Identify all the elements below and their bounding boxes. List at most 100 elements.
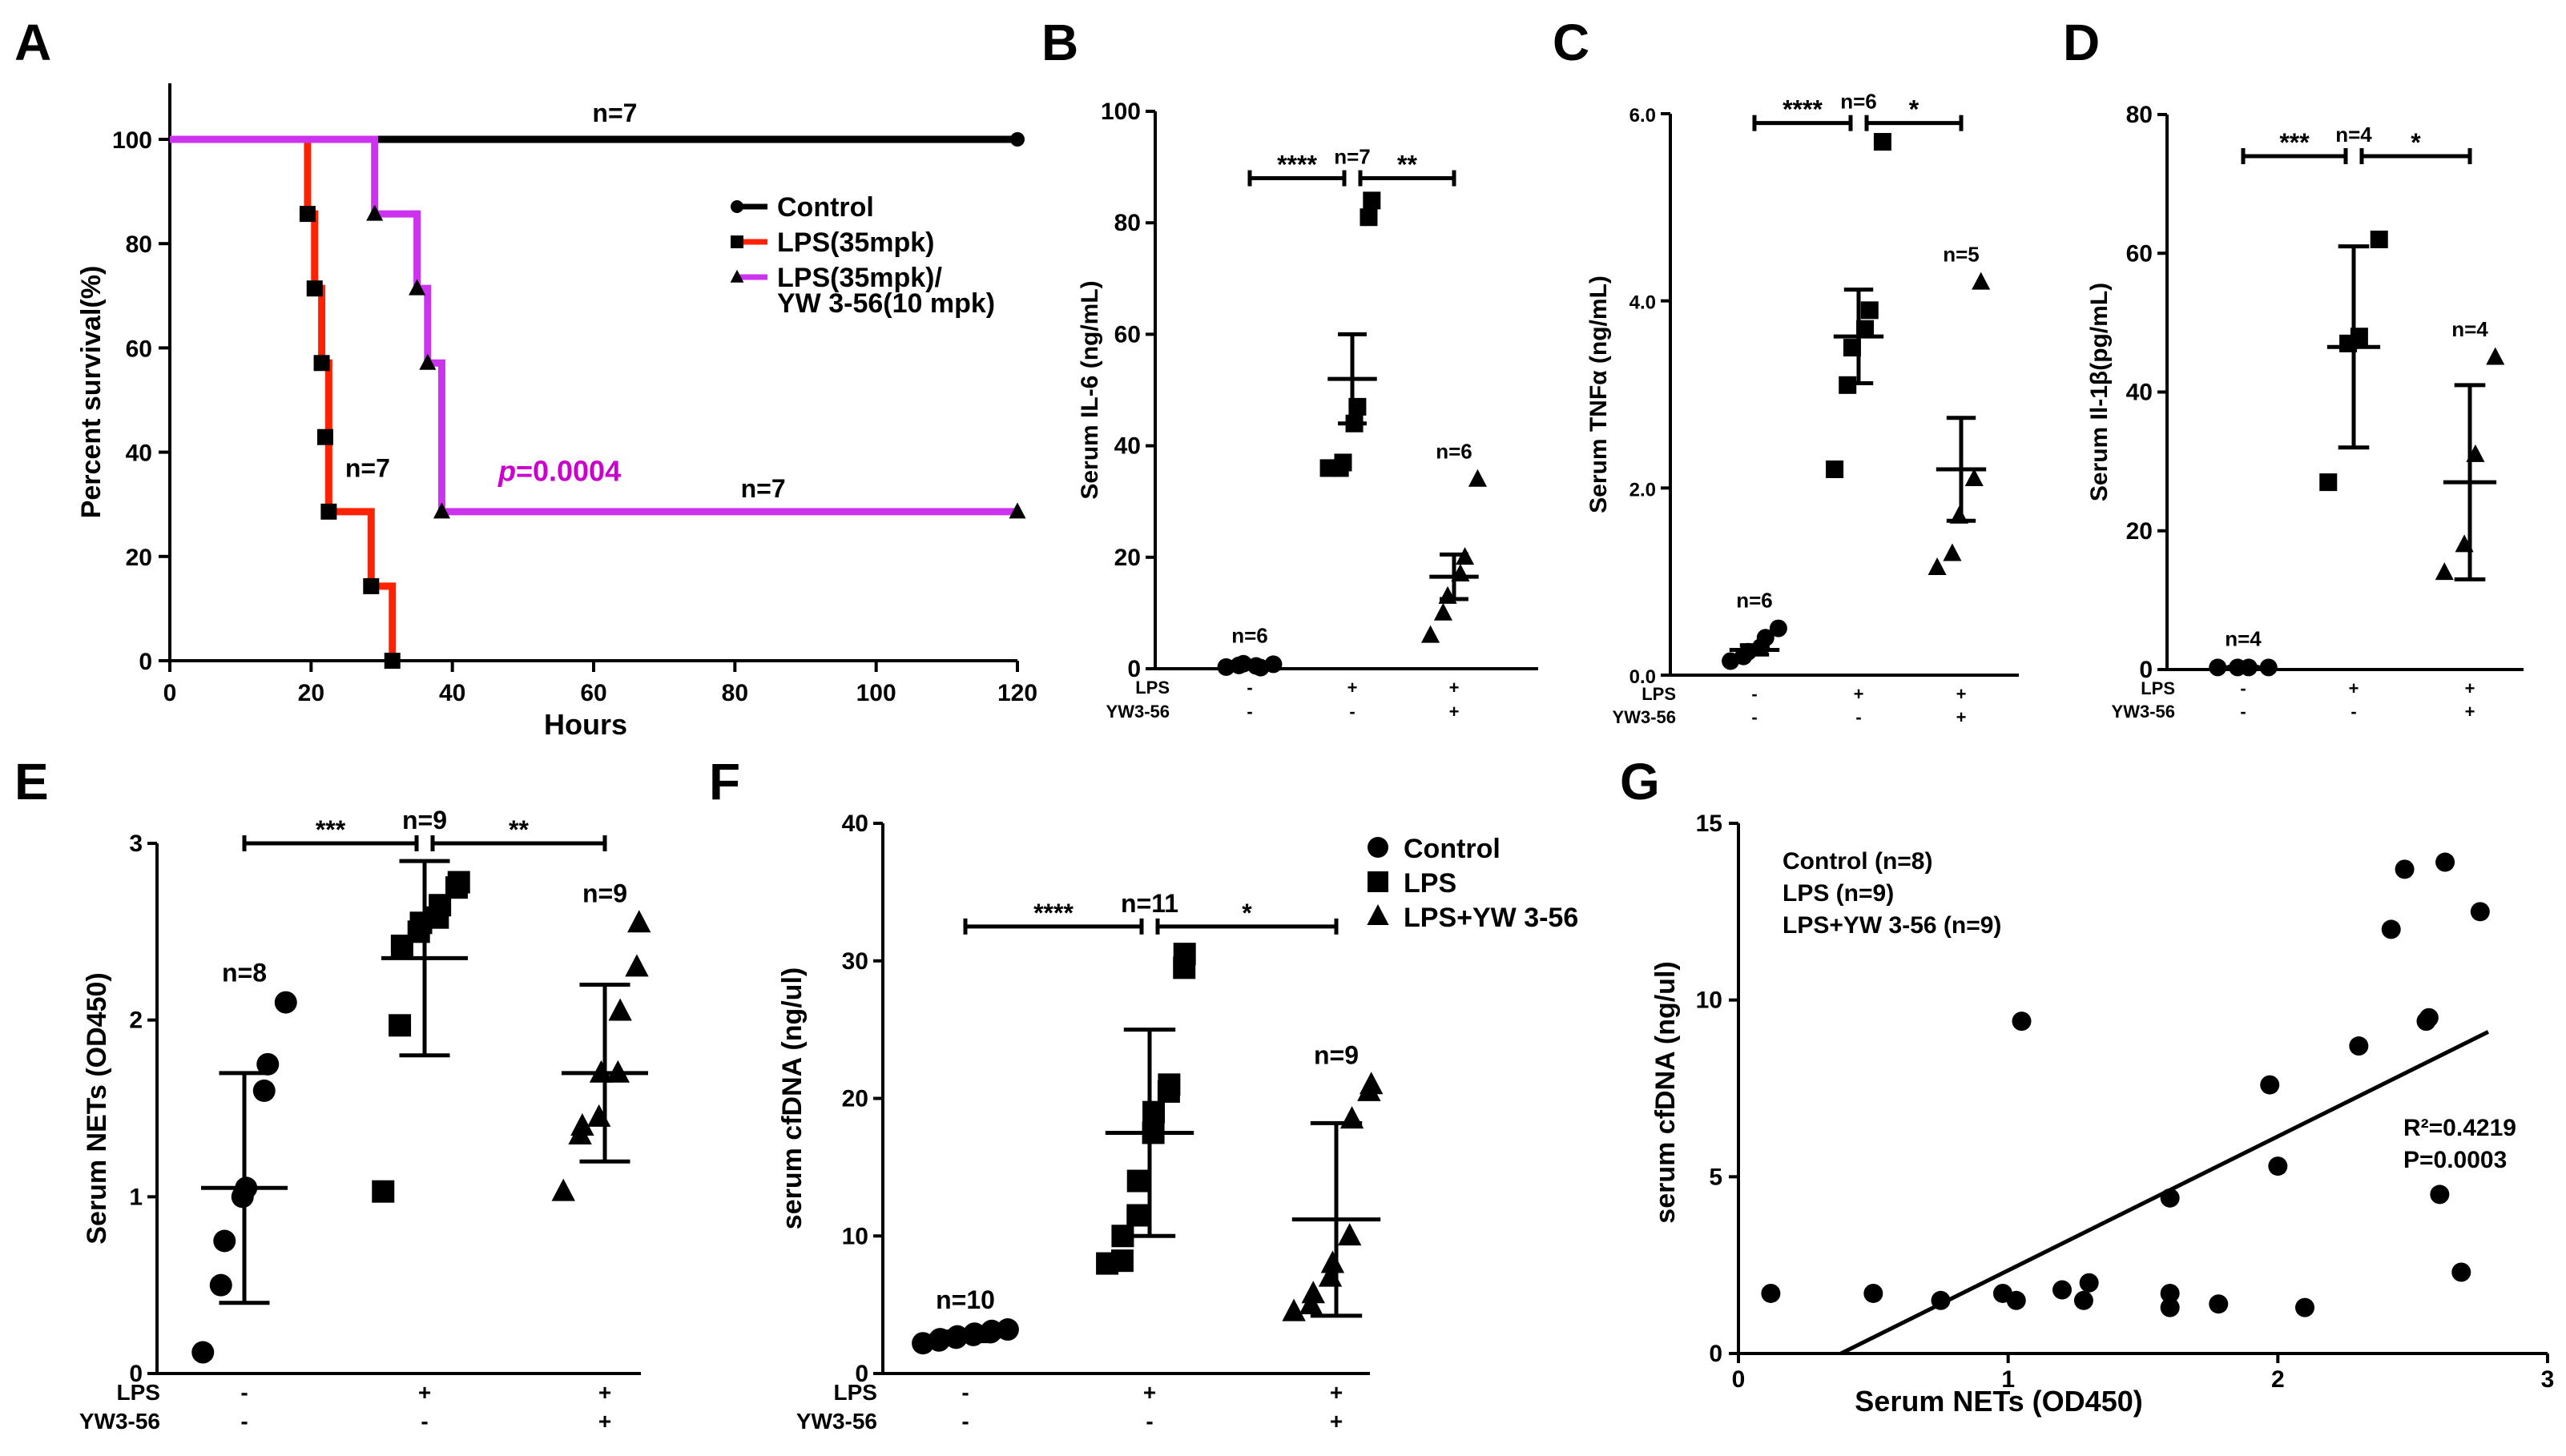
data-point [1421,625,1440,643]
row-label-yw: YW3-56 [1106,702,1170,722]
data-point [1761,1283,1781,1303]
data-point [2260,1075,2280,1095]
data-point [252,1079,276,1102]
y-tick-label: 0 [1127,656,1141,682]
row-sign-yw: + [1956,707,1967,727]
p-value: P=0.0003 [2403,1147,2507,1173]
row-sign-lps: - [961,1380,969,1405]
panel-label-c: C [1553,14,1589,71]
y-tick-label: 2 [129,1008,143,1034]
data-point [586,1104,611,1127]
legend-line: LPS (n=9) [1783,880,1894,907]
y-tick-label: 0.0 [1629,666,1656,688]
row-sign-yw: - [1146,1409,1153,1434]
data-point [2268,1156,2288,1176]
data-point [2160,1283,2180,1303]
row-label-lps: LPS [2141,678,2175,698]
row-sign-lps: + [1956,684,1967,704]
legend-marker [1367,904,1389,926]
data-point [191,1341,215,1364]
sig-stars: **** [1277,151,1317,179]
survival-point [1009,502,1026,519]
n-label: n=6 [1436,439,1472,463]
sig-stars: ** [1397,151,1417,179]
data-point [1339,1106,1364,1129]
y-tick-label: 40 [1114,433,1141,460]
data-point [1943,543,1962,561]
survival-point [366,204,384,221]
y-axis-title: Serum IL-6 (ng/mL) [1077,280,1103,499]
y-tick-label: 80 [1114,210,1141,236]
series-line-lps [170,135,397,661]
row-label-yw: YW3-56 [796,1409,877,1434]
legend-marker [1368,837,1388,858]
n-label: n=4 [2451,317,2488,341]
survival-point [384,653,401,669]
data-point [256,1052,280,1076]
n-label: n=6 [1231,624,1268,648]
survival-point [306,280,323,297]
panel-label-d: D [2063,14,2100,71]
panel-b: B 0 20 40 60 80 100 Serum IL-6 (ng/mL) LPS YW3-56… [1041,14,1538,722]
row-sign-lps: - [2240,678,2246,698]
sig-stars: * [2411,128,2421,157]
data-point [2349,1036,2369,1056]
data-point [2160,1297,2180,1317]
sig-stars: **** [1783,95,1823,124]
data-point [2079,1273,2099,1293]
y-axis-title: Serum TNFα (ng/mL) [1585,276,1612,513]
y-tick-label: 20 [126,545,152,571]
data-point [274,991,297,1014]
survival-point [409,279,426,296]
row-sign-yw: - [1855,707,1861,727]
data-point [213,1229,236,1253]
n-label: n=4 [2225,627,2262,651]
row-sign-yw: - [1751,707,1757,727]
data-point [1320,1250,1345,1273]
row-label-lps: LPS [1642,684,1676,704]
panel-a: A 0 20 40 60 80 100 0 20 40 60 80 100 120 Hours Percent… [14,14,1037,741]
data-point [1843,339,1861,357]
row-sign-yw: - [961,1409,969,1434]
data-point [2435,562,2454,581]
data-point [1126,1204,1150,1227]
legend-marker [731,235,743,248]
row-sign-lps: + [2349,678,2359,698]
y-tick-label: 6.0 [1629,105,1656,127]
sig-stars: *** [2279,128,2310,157]
row-sign-lps: + [2465,678,2475,698]
data-point [2430,1185,2450,1205]
legend-line: Control (n=8) [1783,848,1933,875]
y-axis-title: Serum NETs (OD450) [82,972,112,1244]
y-tick-label: 60 [2126,240,2153,267]
p-value-annotation: p=0.0004 [497,454,621,487]
x-tick-label: 1 [2001,1366,2015,1393]
data-point [2395,859,2415,879]
y-tick-label: 2.0 [1629,479,1656,501]
legend-label: LPS [1404,868,1456,899]
row-label-yw: YW3-56 [2112,702,2175,722]
x-tick-label: 100 [856,680,896,706]
survival-point [1010,132,1025,147]
data-point [1826,460,1844,478]
data-point [2470,902,2490,922]
data-point [625,954,649,977]
survival-point [363,577,380,594]
x-tick-label: 0 [1732,1366,1746,1393]
row-sign-yw: + [1330,1409,1343,1434]
y-tick-label: 4.0 [1629,292,1656,314]
data-point [2381,919,2401,939]
panel-c: C 0.0 2.0 4.0 6.0 Serum TNFα (ng/mL) LPS YW3-56… [1553,14,2019,727]
legend-marker [1368,871,1388,892]
n-label-lps-yw: n=7 [741,474,786,503]
n-label: n=8 [222,959,267,987]
y-tick-label: 40 [842,810,868,837]
data-point [1334,453,1352,472]
n-label: n=9 [582,879,627,907]
data-point [1158,1073,1181,1096]
y-tick-label: 3 [129,831,143,857]
data-point [608,998,632,1021]
row-sign-yw: - [1349,702,1355,722]
x-tick-label: 40 [439,680,465,706]
sig-stars: *** [316,815,346,844]
